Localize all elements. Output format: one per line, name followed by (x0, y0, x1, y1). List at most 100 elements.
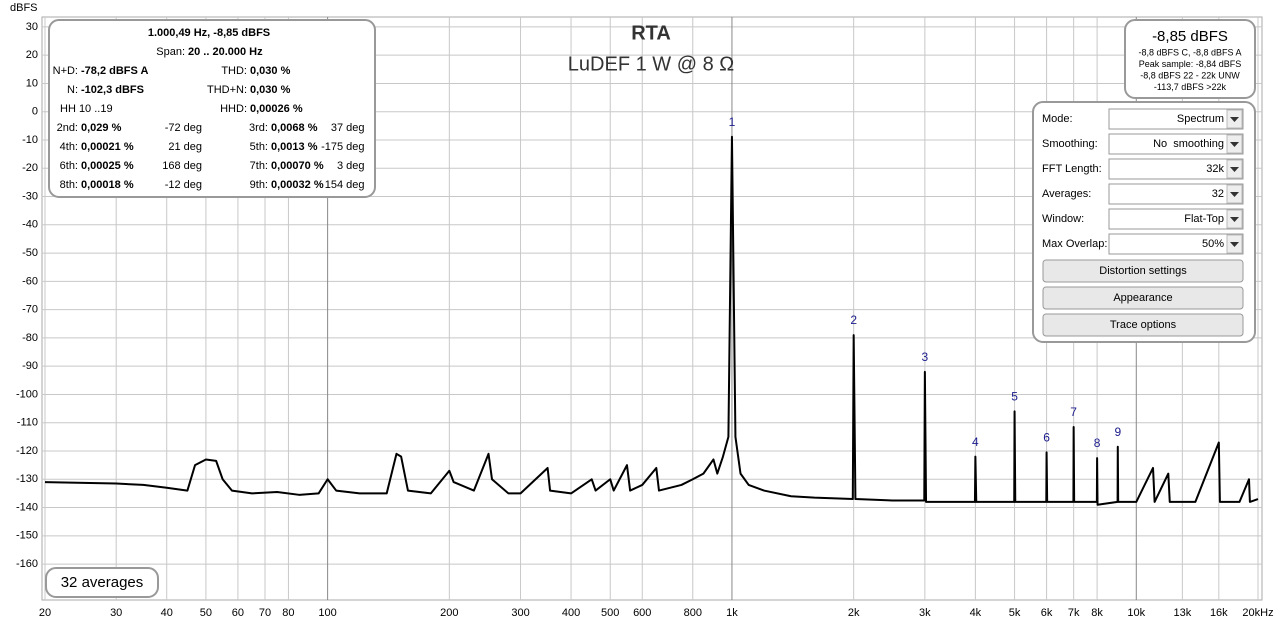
info-value: 0,030 % (250, 84, 291, 96)
x-tick-label: 3k (919, 607, 931, 619)
button[interactable] (1042, 259, 1244, 283)
x-tick-label: 80 (282, 607, 294, 619)
harmonic-marker: 1 (729, 115, 736, 129)
harmonic-value: 0,00018 % (81, 179, 134, 191)
dropdown-value: Flat-Top (1184, 213, 1224, 225)
harmonic-label: 5th: (250, 141, 268, 153)
y-tick-label: 0 (32, 106, 38, 118)
panel (48, 19, 376, 198)
x-tick-label: 800 (684, 607, 702, 619)
dropdown[interactable] (1108, 208, 1244, 230)
harmonic-value: 0,00070 % (271, 160, 324, 172)
info-label: HH 10 ..19 (60, 103, 113, 115)
harmonic-marker: 7 (1070, 405, 1077, 419)
y-tick-label: -120 (16, 445, 38, 457)
harmonic-value: 0,00021 % (81, 141, 134, 153)
x-tick-label: 70 (259, 607, 271, 619)
y-tick-label: -90 (22, 360, 38, 372)
peak-level: -8,85 dBFS (1152, 28, 1228, 45)
x-tick-label: 20kHz (1242, 607, 1273, 619)
x-tick-label: 60 (232, 607, 244, 619)
dropdown[interactable] (1108, 183, 1244, 205)
control-label: FFT Length: (1042, 163, 1102, 175)
harmonic-phase: -72 deg (165, 122, 202, 134)
info-label: Span: (156, 46, 185, 58)
y-tick-label: -110 (17, 417, 38, 429)
y-tick-label: 30 (26, 21, 38, 33)
y-axis-label: dBFS (10, 2, 38, 14)
panel (45, 567, 159, 598)
dropdown-value: 32k (1206, 163, 1224, 175)
control-label: Smoothing: (1042, 138, 1098, 150)
x-tick-label: 5k (1009, 607, 1021, 619)
info-value: -102,3 dBFS (81, 84, 144, 96)
harmonic-phase: 168 deg (162, 160, 202, 172)
x-tick-label: 10k (1127, 607, 1145, 619)
x-tick-label: 6k (1041, 607, 1053, 619)
y-tick-label: -100 (16, 388, 38, 400)
x-tick-label: 50 (200, 607, 212, 619)
harmonic-phase: 3 deg (337, 160, 365, 172)
button[interactable] (1042, 286, 1244, 310)
y-tick-label: -70 (22, 304, 38, 316)
control-label: Averages: (1042, 188, 1091, 200)
harmonic-marker: 5 (1011, 390, 1018, 404)
button-label: Trace options (1110, 319, 1177, 331)
info-label: HHD: (220, 103, 247, 115)
y-tick-label: -130 (16, 473, 38, 485)
y-tick-label: -50 (22, 247, 38, 259)
harmonic-marker: 8 (1094, 436, 1101, 450)
x-tick-label: 16k (1210, 607, 1228, 619)
harmonic-label: 4th: (60, 141, 78, 153)
info-label: N+D: (53, 65, 78, 77)
x-tick-label: 40 (161, 607, 173, 619)
control-label: Window: (1042, 213, 1084, 225)
harmonic-marker: 9 (1114, 425, 1121, 439)
dropdown-arrow (1230, 192, 1239, 197)
harmonic-value: 0,00025 % (81, 160, 134, 172)
button[interactable] (1042, 313, 1244, 337)
dropdown[interactable] (1108, 158, 1244, 180)
harmonic-phase: 37 deg (331, 122, 365, 134)
x-tick-label: 13k (1173, 607, 1191, 619)
peak-line: Peak sample: -8,84 dBFS (1139, 59, 1242, 69)
info-value: -78,2 dBFS A (81, 65, 148, 77)
harmonic-marker: 4 (972, 435, 979, 449)
harmonic-value: 0,029 % (81, 122, 122, 134)
x-tick-label: 20 (39, 607, 51, 619)
x-tick-label: 600 (633, 607, 651, 619)
x-tick-label: 100 (318, 607, 336, 619)
harmonic-phase: 154 deg (325, 179, 365, 191)
harmonic-marker: 3 (922, 350, 929, 364)
averages-badge: 32 averages (61, 574, 144, 591)
x-tick-label: 30 (110, 607, 122, 619)
panel (1124, 19, 1256, 99)
dropdown-value: Spectrum (1177, 113, 1224, 125)
y-tick-label: 20 (26, 49, 38, 61)
harmonic-phase: -12 deg (165, 179, 202, 191)
dropdown-arrow (1230, 167, 1239, 172)
info-value: 0,030 % (250, 65, 291, 77)
harmonic-value: 0,0068 % (271, 122, 318, 134)
dropdown[interactable] (1108, 233, 1244, 255)
peak-line: -8,8 dBFS 22 - 22k UNW (1140, 70, 1240, 80)
dropdown-value: 50% (1202, 238, 1224, 250)
x-tick-label: 1k (726, 607, 738, 619)
harmonic-label: 9th: (250, 179, 268, 191)
y-tick-label: -30 (22, 190, 38, 202)
y-tick-label: -80 (22, 332, 38, 344)
harmonic-value: 0,0013 % (271, 141, 318, 153)
y-tick-label: -40 (22, 219, 38, 231)
harmonic-value: 0,00032 % (271, 179, 324, 191)
spectrum-trace (44, 135, 1259, 506)
dropdown[interactable] (1108, 108, 1244, 130)
chart-subtitle: LuDEF 1 W @ 8 Ω (568, 53, 734, 75)
y-tick-label: -140 (16, 501, 38, 513)
chart-title: RTA (631, 22, 671, 44)
dropdown-value: No smoothing (1153, 138, 1224, 150)
harmonic-label: 6th: (60, 160, 78, 172)
dropdown-arrow (1230, 217, 1239, 222)
dropdown-arrow (1230, 117, 1239, 122)
dropdown[interactable] (1108, 133, 1244, 155)
